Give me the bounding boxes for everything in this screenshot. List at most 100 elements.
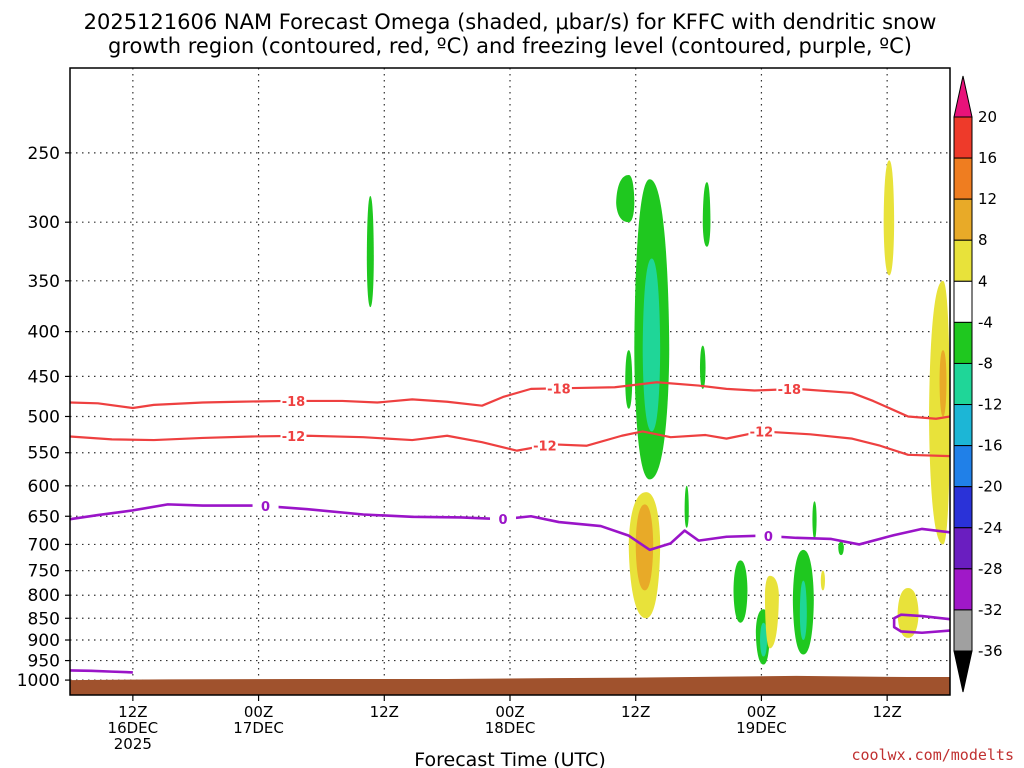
y-tick-label: 350	[28, 272, 60, 292]
omega-cell	[702, 182, 711, 247]
omega-cell	[642, 258, 661, 432]
colorbar-segment	[953, 527, 973, 570]
x-tick-label: 12Z	[621, 703, 650, 721]
contour-freezing_0C	[70, 503, 950, 552]
omega-cell	[897, 588, 919, 638]
contour-label: 0	[764, 530, 773, 545]
colorbar-label: 8	[978, 231, 988, 249]
contour-freezing_0C_loop	[892, 613, 950, 635]
colorbar-segment	[953, 404, 973, 447]
y-tick-label: 300	[28, 213, 60, 233]
omega-shading-layer	[366, 160, 950, 665]
colorbar-segment	[953, 116, 973, 159]
y-tick-label: 850	[28, 609, 60, 629]
y-tick-label: 750	[28, 562, 60, 582]
contour-label-bg	[490, 511, 517, 528]
contour-label: -18	[282, 395, 306, 410]
x-tick-label: 00Z	[244, 703, 273, 721]
colorbar-label: -8	[978, 354, 993, 372]
credit-text: coolwx.com/modelts	[851, 746, 1014, 764]
contour-freezing_0C_low	[70, 669, 133, 674]
contour-label: -12	[533, 440, 557, 455]
y-tick-label: 1000	[17, 671, 60, 691]
colorbar-label: 16	[978, 149, 997, 167]
y-axis: 2503003504004505005506006507007508008509…	[17, 144, 70, 691]
x-tick-label: 2025	[114, 735, 152, 753]
omega-cell	[883, 160, 895, 276]
omega-cell	[699, 345, 706, 389]
chart-title-line2: growth region (contoured, red, ºC) and f…	[108, 34, 912, 58]
colorbar-label: 4	[978, 272, 988, 290]
x-tick-label: 00Z	[747, 703, 776, 721]
omega-cell	[616, 175, 635, 223]
contour-label: -18	[547, 382, 571, 397]
x-tick-label: 12Z	[370, 703, 399, 721]
colorbar: 20 16 12 8 4 -4 -8 -12 -16 -20 -24 -28 -32 -36	[953, 75, 1003, 693]
contour-dendritic_-12C	[70, 430, 950, 458]
colorbar-label: -12	[978, 396, 1003, 414]
colorbar-segment	[953, 239, 973, 282]
colorbar-bottom-arrow	[953, 650, 973, 693]
contour-label: -12	[750, 425, 774, 440]
colorbar-segment	[953, 157, 973, 200]
contour-label-bg	[748, 423, 775, 440]
y-tick-label: 800	[28, 586, 60, 606]
x-tick-label: 12Z	[118, 703, 147, 721]
contour-label-bg	[545, 380, 572, 397]
omega-cell	[684, 485, 689, 528]
y-tick-label: 950	[28, 652, 60, 672]
x-tick-label: 16DEC	[108, 719, 159, 737]
x-axis-label: Forecast Time (UTC)	[414, 749, 605, 768]
colorbar-label: -28	[978, 560, 1003, 578]
colorbar-label: -4	[978, 313, 993, 331]
contour-label: -18	[778, 383, 802, 398]
omega-cell	[760, 622, 768, 657]
x-tick-label: 00Z	[495, 703, 524, 721]
omega-cell	[838, 541, 844, 556]
colorbar-label: -36	[978, 642, 1003, 660]
colorbar-label: -32	[978, 601, 1003, 619]
colorbar-label: -24	[978, 519, 1003, 537]
colorbar-segment	[953, 198, 973, 241]
contour-label-bg	[280, 427, 307, 444]
colorbar-segment	[953, 486, 973, 529]
contour-label: -12	[282, 430, 306, 445]
y-tick-label: 500	[28, 407, 60, 427]
x-tick-label: 18DEC	[485, 719, 536, 737]
contour-label-bg	[531, 437, 558, 454]
colorbar-label: -16	[978, 437, 1003, 455]
colorbar-segment	[953, 362, 973, 406]
y-tick-label: 700	[28, 535, 60, 555]
y-tick-label: 400	[28, 323, 60, 343]
colorbar-label: 12	[978, 190, 997, 208]
y-tick-label: 450	[28, 367, 60, 387]
omega-cell	[799, 580, 807, 641]
y-tick-label: 600	[28, 477, 60, 497]
y-tick-label: 900	[28, 631, 60, 651]
contour-layer: -18 -18 -18 -12 -12 -12 0 0 0	[70, 380, 950, 674]
x-tick-label: 19DEC	[736, 719, 787, 737]
contour-label: 0	[261, 500, 270, 515]
colorbar-top-arrow	[953, 75, 973, 118]
y-tick-label: 250	[28, 144, 60, 164]
colorbar-label: -20	[978, 478, 1003, 496]
omega-cell	[929, 280, 950, 545]
y-tick-label: 650	[28, 507, 60, 527]
y-tick-label: 550	[28, 444, 60, 464]
x-tick-label: 17DEC	[233, 719, 284, 737]
colorbar-segment	[953, 568, 973, 611]
omega-cell	[939, 350, 947, 417]
omega-cell	[625, 350, 633, 409]
colorbar-segment	[953, 445, 973, 488]
contour-label-bg	[755, 528, 782, 545]
omega-cell	[733, 560, 748, 623]
contour-label-bg	[280, 392, 307, 409]
omega-cell	[820, 570, 825, 591]
contour-dendritic_-18C	[70, 381, 950, 420]
contour-label-bg	[252, 498, 279, 515]
contour-label: 0	[498, 513, 507, 528]
colorbar-segment	[953, 321, 973, 364]
omega-cell	[812, 501, 817, 539]
